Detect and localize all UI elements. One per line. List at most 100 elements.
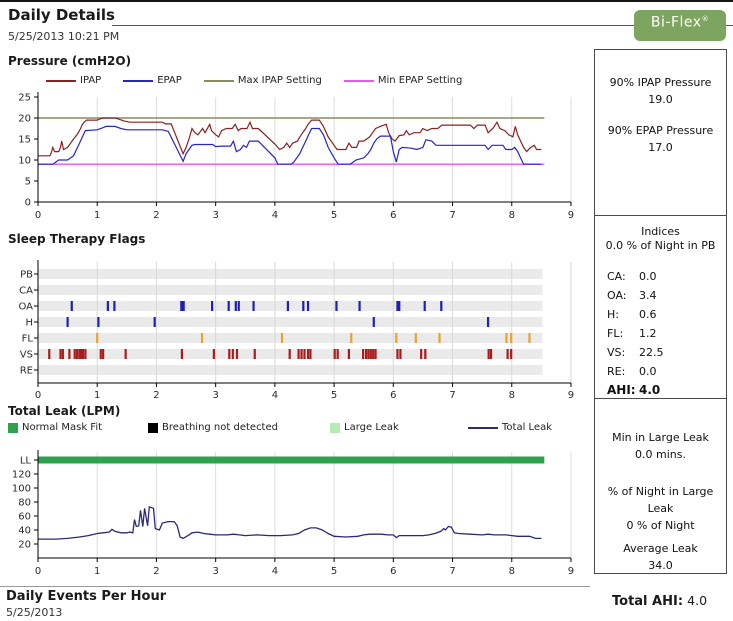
flag-event-h	[153, 317, 156, 327]
flag-event-vs	[59, 349, 62, 359]
flag-event-vs	[297, 349, 300, 359]
flag-event-fl	[280, 333, 284, 343]
svg-text:3: 3	[212, 390, 218, 401]
flag-event-h	[486, 317, 490, 327]
flag-event-h	[372, 317, 375, 327]
svg-text:RE: RE	[20, 366, 33, 377]
flag-event-vs	[81, 349, 85, 359]
index-row-ca: CA: 0.0	[607, 270, 657, 283]
svg-text:10: 10	[18, 156, 31, 167]
svg-text:CA: CA	[19, 286, 33, 297]
legend-item-breathing-not-detected: Breathing not detected	[148, 422, 330, 433]
svg-text:7: 7	[449, 390, 455, 401]
svg-text:60: 60	[18, 512, 31, 523]
legend-swatch	[123, 79, 154, 82]
svg-text:9: 9	[568, 390, 574, 401]
flag-event-oa	[182, 301, 185, 311]
svg-text:5: 5	[331, 566, 337, 577]
flag-band-ca	[38, 285, 543, 295]
total-ahi-value: 4.0	[687, 593, 708, 608]
flag-event-fl	[505, 333, 508, 343]
svg-text:2: 2	[153, 210, 159, 221]
legend-swatch	[330, 422, 340, 433]
legend-label: Breathing not detected	[162, 422, 278, 433]
flag-event-vs	[374, 349, 377, 359]
index-row-re: RE: 0.0	[607, 365, 657, 378]
sleep-therapy-flags-chart: PB CA OA H FL VS RE 0 1 2 3 4 5 6 7 8 9	[18, 260, 574, 401]
flag-event-vs	[99, 349, 102, 359]
svg-text:25: 25	[18, 93, 31, 104]
index-row-ahi: AHI: 4.0	[607, 383, 661, 397]
svg-text:8: 8	[509, 210, 515, 221]
flag-event-fl	[438, 333, 441, 343]
flag-event-vs	[78, 349, 81, 359]
legend-label: IPAP	[80, 75, 102, 86]
svg-text:FL: FL	[22, 334, 34, 345]
svg-text:80: 80	[18, 498, 31, 509]
svg-text:3: 3	[212, 210, 218, 221]
index-row-oa: OA: 3.4	[607, 289, 657, 302]
legend-swatch	[148, 422, 158, 433]
flag-band-h	[38, 317, 543, 327]
flag-event-vs	[288, 349, 291, 359]
pressure-chart: 0 5 10 15 20 25 0 1 2 3 4 5 6 7 8 9	[18, 92, 574, 221]
flag-event-vs	[367, 349, 370, 359]
svg-text:7: 7	[449, 210, 455, 221]
flag-event-oa	[113, 301, 116, 311]
stat-min-large-leak: Min in Large Leak 0.0 mins.	[612, 431, 709, 461]
flag-event-vs	[489, 349, 493, 359]
biflex-logo: Bi-Flex® breathing is believing.	[634, 10, 726, 51]
legend-item-total-leak: Total Leak	[468, 422, 552, 433]
leak-legend: Normal Mask Fit Breathing not detected Lar…	[8, 422, 568, 433]
svg-text:0: 0	[35, 210, 41, 221]
legend-swatch	[203, 79, 234, 82]
flag-event-vs	[102, 349, 105, 359]
svg-text:5: 5	[25, 177, 31, 188]
flag-event-vs	[75, 349, 79, 359]
flag-event-oa	[302, 301, 305, 311]
legend-swatch	[8, 422, 18, 433]
svg-text:1: 1	[94, 210, 100, 221]
flag-event-vs	[80, 349, 83, 359]
flag-event-h	[97, 317, 100, 327]
pressure-legend: IPAP EPAP Max IPAP Setting Min EPAP Setting	[46, 75, 462, 86]
flag-event-oa	[252, 301, 255, 311]
flag-band-pb	[38, 269, 543, 279]
svg-text:8: 8	[509, 566, 515, 577]
page-title: Daily Details	[8, 6, 115, 24]
svg-text:LL: LL	[20, 456, 32, 467]
flag-event-vs	[309, 349, 312, 359]
flag-event-oa	[237, 301, 240, 311]
stat-pct-night-large-leak: % of Night in Large Leak 0 % of Night	[607, 485, 714, 532]
legend-label: Normal Mask Fit	[22, 422, 103, 433]
svg-text:1: 1	[94, 390, 100, 401]
flag-event-fl	[510, 333, 513, 343]
svg-text:0: 0	[35, 566, 41, 577]
legend-label: Large Leak	[344, 422, 399, 433]
svg-text:VS: VS	[20, 350, 33, 361]
pressure-plot: 0 5 10 15 20 25 0 1 2 3 4 5 6 7 8 9	[18, 92, 574, 221]
flag-event-vs	[61, 349, 64, 359]
legend-item-max-ipap-setting: Max IPAP Setting	[203, 75, 322, 86]
daily-events-date: 5/25/2013	[6, 606, 63, 619]
flags-plot: PB CA OA H FL VS RE 0 1 2 3 4 5 6 7 8 9	[18, 260, 574, 401]
legend-item-large-leak: Large Leak	[330, 422, 468, 433]
flag-event-vs	[336, 349, 339, 359]
flag-event-vs	[369, 349, 372, 359]
svg-text:9: 9	[568, 210, 574, 221]
svg-text:20: 20	[18, 540, 31, 551]
series-ipap	[38, 117, 542, 157]
svg-text:OA: OA	[18, 302, 33, 313]
flag-event-vs	[253, 349, 256, 359]
flag-event-oa	[234, 301, 237, 311]
pressure-section-title: Pressure (cmH2O)	[8, 54, 132, 68]
flag-event-oa	[306, 301, 310, 311]
flag-event-vs	[180, 349, 184, 359]
flag-event-fl	[528, 333, 531, 343]
svg-text:0: 0	[25, 198, 31, 209]
flag-event-vs	[424, 349, 427, 359]
flag-event-oa	[423, 301, 426, 311]
flag-band-re	[38, 365, 543, 375]
registered-mark: ®	[701, 15, 710, 23]
